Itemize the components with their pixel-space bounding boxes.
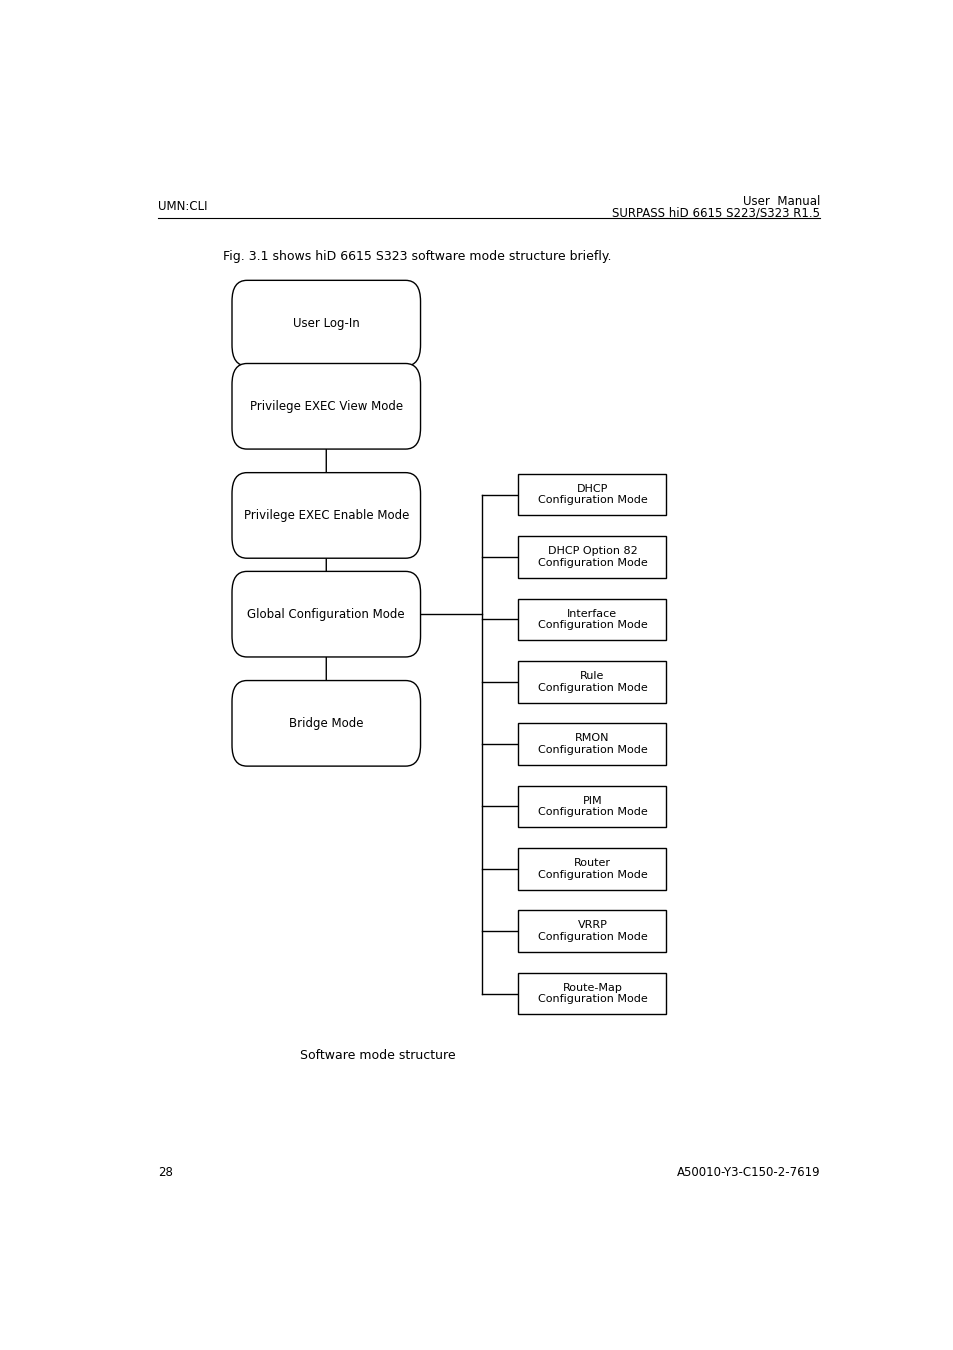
Bar <box>518 848 665 890</box>
Bar <box>518 598 665 640</box>
Text: Rule
Configuration Mode: Rule Configuration Mode <box>537 671 647 693</box>
Text: RMON
Configuration Mode: RMON Configuration Mode <box>537 733 647 755</box>
Text: SURPASS hiD 6615 S223/S323 R1.5: SURPASS hiD 6615 S223/S323 R1.5 <box>612 207 820 220</box>
FancyBboxPatch shape <box>232 472 420 558</box>
Bar <box>518 536 665 578</box>
FancyBboxPatch shape <box>232 281 420 366</box>
Text: 28: 28 <box>157 1165 172 1179</box>
FancyBboxPatch shape <box>232 680 420 765</box>
Text: PIM
Configuration Mode: PIM Configuration Mode <box>537 795 647 817</box>
Text: DHCP Option 82
Configuration Mode: DHCP Option 82 Configuration Mode <box>537 547 647 568</box>
Text: Fig. 3.1 shows hiD 6615 S323 software mode structure briefly.: Fig. 3.1 shows hiD 6615 S323 software mo… <box>222 250 611 263</box>
Text: Interface
Configuration Mode: Interface Configuration Mode <box>537 609 647 630</box>
Text: User Log-In: User Log-In <box>293 317 359 329</box>
Bar <box>518 662 665 702</box>
Text: User  Manual: User Manual <box>742 196 820 208</box>
Bar <box>518 474 665 516</box>
Bar <box>518 910 665 952</box>
Text: DHCP
Configuration Mode: DHCP Configuration Mode <box>537 483 647 505</box>
Bar <box>518 724 665 765</box>
Text: Route-Map
Configuration Mode: Route-Map Configuration Mode <box>537 983 647 1004</box>
Bar <box>518 786 665 828</box>
Text: VRRP
Configuration Mode: VRRP Configuration Mode <box>537 921 647 942</box>
Text: Privilege EXEC View Mode: Privilege EXEC View Mode <box>250 400 402 413</box>
FancyBboxPatch shape <box>232 571 420 657</box>
Text: Global Configuration Mode: Global Configuration Mode <box>247 608 405 621</box>
FancyBboxPatch shape <box>232 363 420 450</box>
Text: A50010-Y3-C150-2-7619: A50010-Y3-C150-2-7619 <box>676 1165 820 1179</box>
Text: Router
Configuration Mode: Router Configuration Mode <box>537 859 647 880</box>
Text: Software mode structure: Software mode structure <box>300 1049 456 1061</box>
Text: Bridge Mode: Bridge Mode <box>289 717 363 730</box>
Text: Privilege EXEC Enable Mode: Privilege EXEC Enable Mode <box>243 509 409 522</box>
Bar <box>518 973 665 1014</box>
Text: UMN:CLI: UMN:CLI <box>157 200 207 213</box>
